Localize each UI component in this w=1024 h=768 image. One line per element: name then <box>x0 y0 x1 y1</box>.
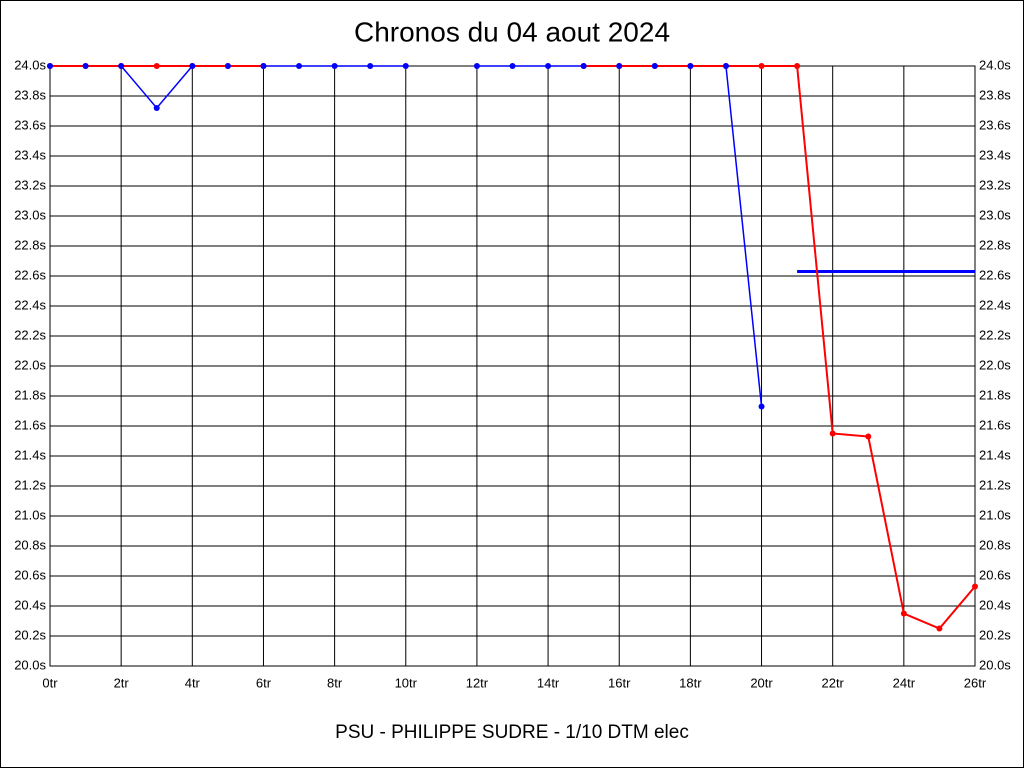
y2-tick-label: 22.4s <box>979 297 1011 312</box>
point <box>189 63 196 69</box>
y-tick-label: 23.6s <box>14 117 46 132</box>
point <box>865 433 872 440</box>
y-tick-label: 22.0s <box>14 357 46 372</box>
y2-tick-label: 22.2s <box>979 327 1011 342</box>
point <box>331 63 338 69</box>
x-tick-label: 0tr <box>42 675 58 690</box>
y-tick-label: 21.0s <box>14 507 46 522</box>
y-tick-label: 23.4s <box>14 147 46 162</box>
x-tick-label: 22tr <box>821 675 844 690</box>
y2-tick-label: 23.2s <box>979 177 1011 192</box>
y-tick-label: 21.6s <box>14 417 46 432</box>
point <box>972 583 978 590</box>
x-tick-label: 4tr <box>185 675 201 690</box>
point <box>936 625 943 632</box>
point <box>47 63 53 69</box>
y-tick-label: 22.2s <box>14 327 46 342</box>
point <box>153 105 160 111</box>
x-tick-label: 14tr <box>537 675 560 690</box>
x-tick-label: 2tr <box>114 675 130 690</box>
x-tick-label: 18tr <box>679 675 702 690</box>
point <box>687 63 694 69</box>
x-tick-label: 12tr <box>466 675 489 690</box>
y2-tick-label: 21.4s <box>979 447 1011 462</box>
point <box>580 63 587 69</box>
x-tick-label: 6tr <box>256 675 272 690</box>
chart-title: Chronos du 04 aout 2024 <box>354 16 670 47</box>
y2-tick-label: 21.6s <box>979 417 1011 432</box>
y-tick-label: 23.0s <box>14 207 46 222</box>
y-tick-label: 24.0s <box>14 57 46 72</box>
point <box>224 63 231 69</box>
y-tick-label: 23.2s <box>14 177 46 192</box>
point <box>296 63 303 69</box>
y2-tick-label: 23.6s <box>979 117 1011 132</box>
x-axis-label: PSU - PHILIPPE SUDRE - 1/10 DTM elec <box>335 722 689 743</box>
point <box>473 63 480 69</box>
y-tick-label: 21.8s <box>14 387 46 402</box>
point <box>829 430 836 437</box>
x-tick-label: 20tr <box>750 675 773 690</box>
y-tick-label: 20.6s <box>14 567 46 582</box>
point <box>794 63 801 69</box>
y2-tick-label: 21.8s <box>979 387 1011 402</box>
point <box>758 403 765 410</box>
point <box>545 63 552 69</box>
point <box>722 63 729 69</box>
y2-tick-label: 23.4s <box>979 147 1011 162</box>
y-tick-label: 22.4s <box>14 297 46 312</box>
y2-tick-label: 21.0s <box>979 507 1011 522</box>
y-tick-label: 22.6s <box>14 267 46 282</box>
x-tick-label: 10tr <box>395 675 418 690</box>
x-tick-label: 16tr <box>608 675 631 690</box>
y-tick-label: 20.8s <box>14 537 46 552</box>
point <box>260 63 267 69</box>
y2-tick-label: 21.2s <box>979 477 1011 492</box>
y2-tick-label: 22.0s <box>979 357 1011 372</box>
y2-tick-label: 24.0s <box>979 57 1011 72</box>
y2-tick-label: 23.8s <box>979 87 1011 102</box>
point <box>82 63 89 69</box>
point <box>402 63 409 69</box>
point <box>758 63 765 69</box>
y2-tick-label: 20.4s <box>979 597 1011 612</box>
point <box>118 63 125 69</box>
y-tick-label: 21.4s <box>14 447 46 462</box>
y2-tick-label: 23.0s <box>979 207 1011 222</box>
x-tick-label: 8tr <box>327 675 343 690</box>
point <box>509 63 516 69</box>
point <box>900 610 907 617</box>
y-tick-label: 21.2s <box>14 477 46 492</box>
y2-tick-label: 20.2s <box>979 627 1011 642</box>
y2-tick-label: 20.0s <box>979 657 1011 672</box>
y2-tick-label: 22.8s <box>979 237 1011 252</box>
point <box>153 63 160 69</box>
point <box>616 63 623 69</box>
point <box>367 63 374 69</box>
x-tick-label: 24tr <box>893 675 916 690</box>
y-tick-label: 23.8s <box>14 87 46 102</box>
y2-tick-label: 20.6s <box>979 567 1011 582</box>
x-tick-label: 26tr <box>964 675 987 690</box>
point <box>651 63 658 69</box>
y-tick-label: 20.4s <box>14 597 46 612</box>
y2-tick-label: 20.8s <box>979 537 1011 552</box>
y-tick-label: 20.0s <box>14 657 46 672</box>
y-tick-label: 22.8s <box>14 237 46 252</box>
y-tick-label: 20.2s <box>14 627 46 642</box>
y2-tick-label: 22.6s <box>979 267 1011 282</box>
